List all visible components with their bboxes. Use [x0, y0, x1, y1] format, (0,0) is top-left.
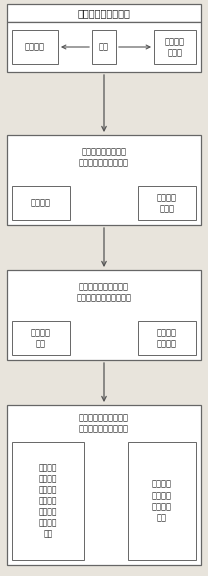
Bar — [12, 321, 70, 355]
Text: 水文模型: 水文模型 — [25, 43, 45, 51]
Bar — [7, 22, 201, 72]
Bar — [128, 442, 196, 560]
Bar — [92, 30, 116, 64]
Bar — [12, 30, 58, 64]
Text: 二元水循环模型建立: 二元水循环模型建立 — [78, 8, 130, 18]
Text: 人类活动
等因素: 人类活动 等因素 — [157, 193, 177, 213]
Text: 指纹识别
技术: 指纹识别 技术 — [31, 328, 51, 348]
Bar — [7, 135, 201, 225]
Bar — [154, 30, 196, 64]
Bar — [12, 442, 84, 560]
Bar — [138, 321, 196, 355]
Text: 定量区分不同因素在水
循环演变过程中的贡献: 定量区分不同因素在水 循环演变过程中的贡献 — [79, 413, 129, 433]
Text: 蒙特卡罗
统计方法: 蒙特卡罗 统计方法 — [157, 328, 177, 348]
Bar — [7, 270, 201, 360]
Text: 耦合: 耦合 — [99, 43, 109, 51]
Text: 自然因素: 自然因素 — [31, 199, 51, 207]
Bar — [138, 186, 196, 220]
Text: 判断不同因素作用下
水循环要素的演变情况: 判断不同因素作用下 水循环要素的演变情况 — [79, 147, 129, 167]
Text: 自然因素
和人类活
动分别作
用下水循
环要素演
变的信号
强度: 自然因素 和人类活 动分别作 用下水循 环要素演 变的信号 强度 — [39, 463, 57, 539]
Text: 水资源配
置模型: 水资源配 置模型 — [165, 37, 185, 57]
Bar — [7, 405, 201, 565]
Text: 计算不同情景下水循环
要素演变的定量评价指标: 计算不同情景下水循环 要素演变的定量评价指标 — [77, 282, 131, 302]
Bar — [7, 4, 201, 22]
Bar — [12, 186, 70, 220]
Text: 实际水循
环要素演
变的信号
强度: 实际水循 环要素演 变的信号 强度 — [152, 480, 172, 522]
